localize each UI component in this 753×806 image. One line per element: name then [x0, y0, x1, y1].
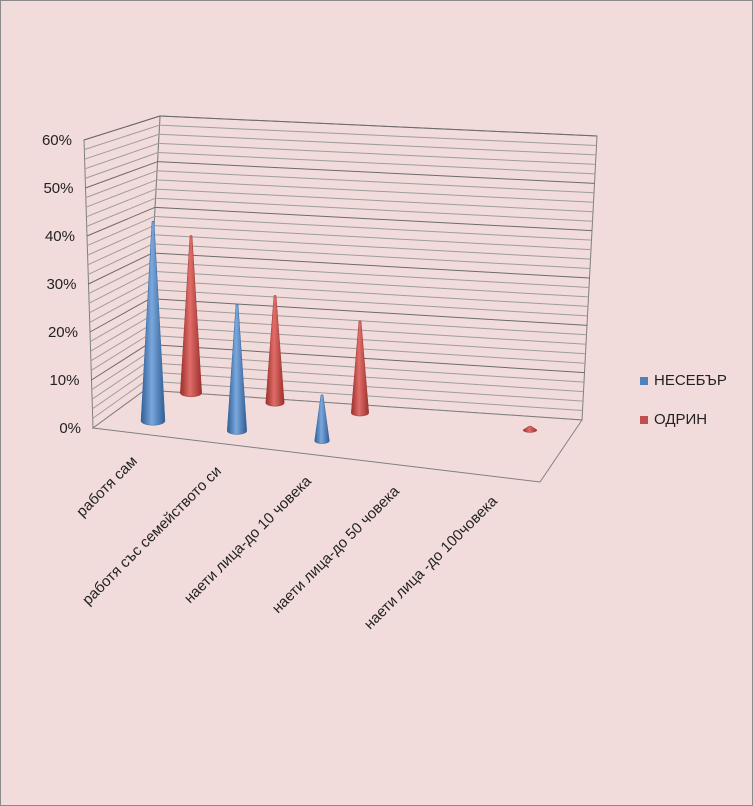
- gridline-side: [90, 316, 150, 352]
- x-tick-label: работя сам: [73, 453, 141, 521]
- cone-odrin-4: [522, 425, 538, 433]
- gridline-side: [84, 142, 159, 170]
- gridline-side: [91, 353, 148, 391]
- gridline-back: [154, 206, 593, 232]
- cones: [140, 221, 538, 444]
- cone-odrin-0: [180, 235, 202, 397]
- gridline-back: [154, 215, 592, 241]
- gridline-side: [87, 225, 155, 256]
- gridline-back: [147, 343, 585, 374]
- gridline-back: [149, 307, 587, 336]
- legend-swatch: [640, 377, 648, 385]
- gridline-back: [157, 161, 595, 184]
- gridline-back: [153, 225, 592, 251]
- gridline-back: [158, 133, 597, 156]
- gridline-back: [157, 152, 596, 175]
- gridline-back: [153, 234, 591, 260]
- gridline-side: [88, 252, 153, 285]
- gridline-side: [87, 243, 154, 275]
- gridline-back: [147, 334, 586, 364]
- gridline-side: [92, 371, 147, 410]
- y-tick-label: 0%: [59, 420, 81, 437]
- cone-nesebar-2: [314, 394, 330, 444]
- gridline-side: [90, 307, 150, 343]
- cone-odrin-1: [265, 295, 285, 407]
- gridline-back: [152, 243, 591, 270]
- gridline-side: [91, 362, 147, 400]
- gridline-back: [152, 252, 590, 279]
- gridline-side: [88, 261, 153, 295]
- gridline-back: [146, 352, 585, 383]
- gridline-side: [89, 279, 152, 314]
- gridline-back: [150, 289, 588, 317]
- gridline-side: [90, 325, 149, 362]
- cone-nesebar-1: [226, 304, 248, 435]
- gridline-side: [90, 334, 149, 371]
- gridline-back: [158, 142, 596, 165]
- gridline-back: [148, 316, 587, 345]
- gridline-side: [84, 133, 160, 160]
- gridline-side: [86, 206, 156, 237]
- gridline-side: [85, 170, 158, 199]
- cone-nesebar-0: [140, 221, 166, 426]
- gridline-back: [148, 325, 586, 355]
- gridline-side: [86, 188, 157, 218]
- y-tick-label: 40%: [45, 228, 75, 245]
- gridline-back: [149, 298, 588, 326]
- y-tick-label: 60%: [42, 132, 72, 149]
- gridline-side: [87, 234, 154, 266]
- gridline-back: [155, 188, 594, 213]
- gridline-side: [84, 124, 160, 151]
- gridline-back: [151, 270, 589, 298]
- legend: НЕСЕБЪР ОДРИН: [640, 372, 727, 428]
- y-tick-label: 50%: [43, 180, 73, 197]
- gridline-side: [87, 216, 155, 247]
- gridline-side: [85, 152, 159, 179]
- gridline-side: [89, 298, 151, 333]
- gridline-side: [92, 380, 146, 419]
- gridline-side: [89, 289, 151, 323]
- floor: [91, 389, 583, 483]
- cone-odrin-2: [350, 320, 370, 417]
- gridline-side: [86, 197, 156, 227]
- gridline-back: [156, 179, 594, 203]
- legend-swatch: [640, 416, 648, 424]
- gridline-back: [155, 197, 593, 222]
- y-tick-label: 10%: [49, 372, 79, 389]
- gridline-side: [85, 179, 157, 208]
- gridline-back: [159, 124, 597, 146]
- legend-label: НЕСЕБЪР: [654, 372, 727, 389]
- y-tick-label: 20%: [48, 324, 78, 341]
- gridline-back: [159, 115, 598, 137]
- gridline-back: [151, 261, 590, 288]
- y-tick-label: 30%: [46, 276, 76, 293]
- gridline-back: [156, 170, 595, 194]
- gridline-side: [91, 343, 148, 381]
- gridline-back: [150, 279, 589, 307]
- gridline-side: [85, 161, 158, 189]
- gridline-side: [88, 270, 152, 304]
- y-axis: 0% 10% 20% 30% 40% 50% 60%: [42, 132, 81, 437]
- legend-label: ОДРИН: [654, 411, 707, 428]
- gridline-side: [83, 115, 161, 141]
